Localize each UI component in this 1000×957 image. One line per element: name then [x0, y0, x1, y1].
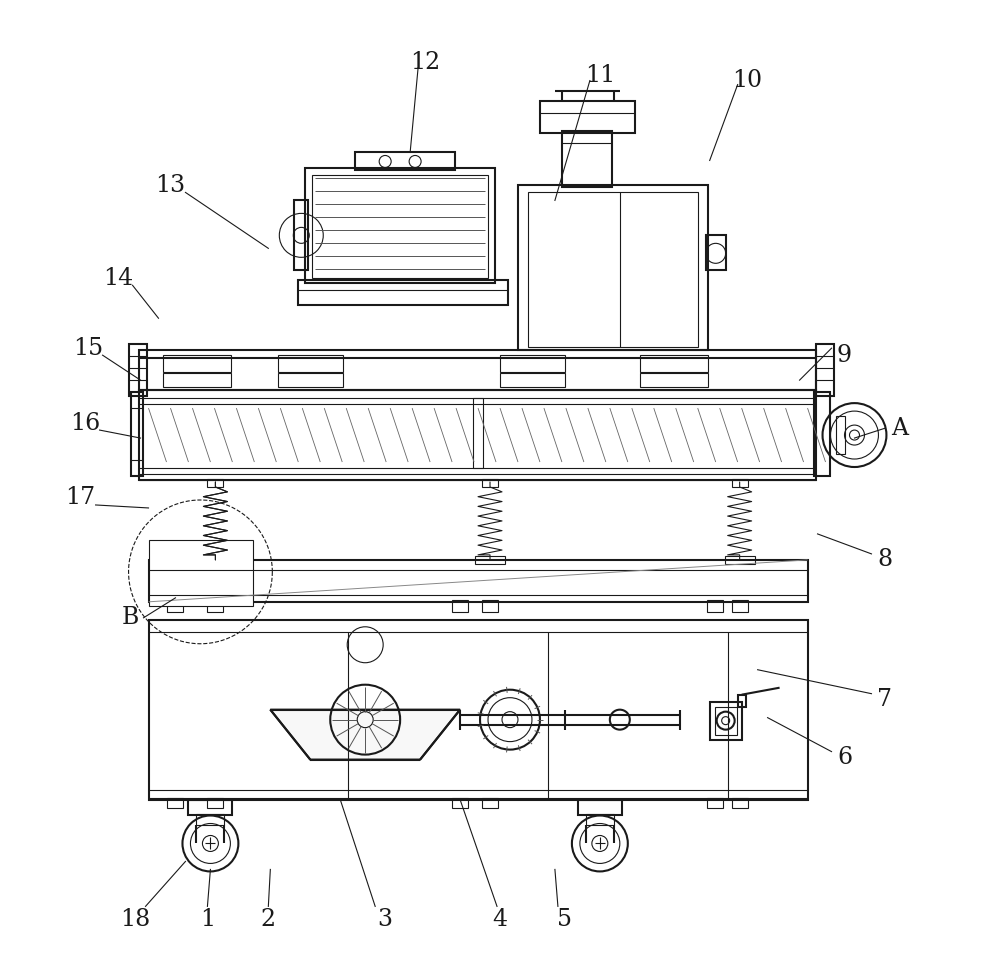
Text: 15: 15: [74, 337, 104, 360]
Bar: [738, 695, 746, 706]
Bar: [482, 600, 498, 612]
Bar: [586, 813, 614, 826]
Bar: [500, 373, 565, 388]
Bar: [149, 620, 808, 799]
Bar: [278, 373, 343, 388]
Text: A: A: [891, 416, 908, 439]
Bar: [540, 100, 635, 132]
Bar: [167, 600, 183, 612]
Bar: [578, 799, 622, 814]
Polygon shape: [270, 710, 460, 760]
Bar: [562, 130, 612, 188]
Text: 6: 6: [837, 746, 852, 769]
Bar: [706, 235, 726, 270]
Bar: [482, 479, 498, 487]
Bar: [473, 398, 483, 468]
Bar: [452, 600, 468, 612]
Bar: [707, 797, 723, 808]
Bar: [167, 797, 183, 808]
Text: 14: 14: [103, 267, 134, 290]
Text: 2: 2: [261, 908, 276, 931]
Bar: [131, 392, 143, 476]
Text: 4: 4: [492, 908, 508, 931]
Bar: [715, 706, 737, 735]
Bar: [482, 797, 498, 808]
Bar: [732, 479, 748, 487]
Bar: [163, 355, 231, 372]
Text: 12: 12: [410, 51, 440, 74]
Text: 10: 10: [733, 69, 763, 92]
Bar: [129, 345, 147, 396]
Bar: [278, 355, 343, 372]
Text: 9: 9: [837, 344, 852, 367]
Text: 18: 18: [120, 908, 151, 931]
Bar: [725, 556, 755, 564]
Text: 16: 16: [70, 412, 101, 434]
Text: 5: 5: [557, 908, 572, 931]
Bar: [518, 186, 708, 350]
Bar: [475, 556, 505, 564]
Bar: [814, 392, 830, 476]
Bar: [732, 600, 748, 612]
Bar: [312, 175, 488, 278]
Bar: [452, 797, 468, 808]
Bar: [188, 799, 232, 814]
Bar: [149, 540, 253, 606]
Bar: [710, 701, 742, 740]
Bar: [640, 373, 708, 388]
Bar: [139, 350, 816, 390]
Bar: [163, 373, 231, 388]
Bar: [298, 280, 508, 305]
Bar: [732, 797, 748, 808]
Bar: [305, 168, 495, 283]
Bar: [139, 390, 816, 480]
Bar: [500, 355, 565, 372]
Bar: [196, 813, 224, 826]
Bar: [816, 345, 834, 396]
Bar: [294, 200, 308, 270]
Bar: [355, 152, 455, 170]
Bar: [640, 355, 708, 372]
Text: 13: 13: [155, 174, 186, 197]
Bar: [207, 600, 223, 612]
Bar: [707, 600, 723, 612]
Text: 7: 7: [877, 688, 892, 711]
Bar: [207, 479, 223, 487]
Bar: [200, 556, 230, 564]
Text: B: B: [122, 607, 139, 630]
Bar: [149, 560, 808, 602]
Text: 8: 8: [877, 548, 892, 571]
Text: 3: 3: [378, 908, 393, 931]
Text: 1: 1: [200, 908, 215, 931]
Text: 17: 17: [66, 486, 96, 509]
Bar: [207, 797, 223, 808]
Bar: [528, 192, 698, 347]
Text: 11: 11: [585, 64, 615, 87]
Bar: [836, 416, 845, 454]
